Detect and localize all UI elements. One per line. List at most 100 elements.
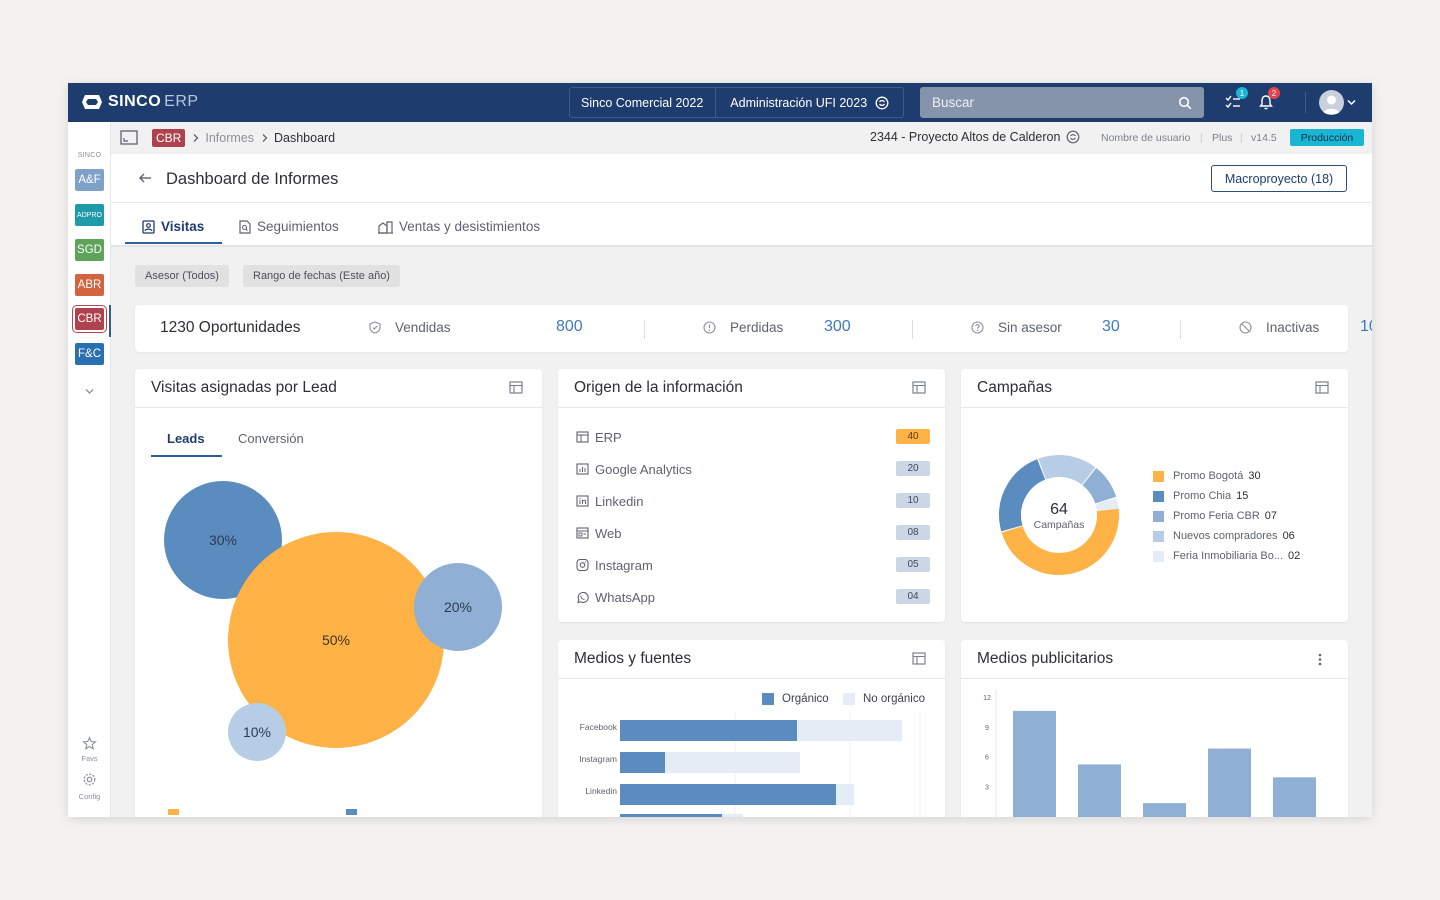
kpi-vendidas[interactable]: Vendidas xyxy=(369,320,451,335)
window-toggle-icon[interactable] xyxy=(120,130,138,145)
legend-item[interactable]: Promo Feria CBR 07 xyxy=(1153,509,1277,523)
bar-linkedin-1[interactable] xyxy=(836,784,854,805)
analytics-icon xyxy=(576,463,589,475)
origin-row-instagram[interactable]: Instagram 05 xyxy=(576,556,930,574)
legend-item[interactable]: Feria Inmobiliaria Bo... 02 xyxy=(1153,549,1300,563)
project-selector[interactable]: 2344 - Proyecto Altos de Calderon xyxy=(870,130,1080,144)
table-icon xyxy=(576,431,589,443)
user-name[interactable]: Nombre de usuario xyxy=(1101,132,1191,144)
sidebar-item-af[interactable]: A&F xyxy=(75,169,104,191)
sidebar-item-fc[interactable]: F&C xyxy=(75,343,104,365)
origin-label: Web xyxy=(595,525,622,541)
active-tab-indicator xyxy=(125,242,222,244)
kpi-perdidas[interactable]: Perdidas xyxy=(703,320,783,335)
star-icon[interactable] xyxy=(82,736,97,751)
bar-2[interactable] xyxy=(1143,803,1186,817)
legend-value: 06 xyxy=(1282,530,1295,542)
expand-modules-icon[interactable] xyxy=(85,388,94,395)
kpi-inactivas[interactable]: Inactivas xyxy=(1239,320,1319,335)
legend-item-organico[interactable]: Orgánico xyxy=(762,693,829,705)
bar-1[interactable] xyxy=(1078,764,1121,817)
sidebar-item-cbr[interactable]: CBR xyxy=(72,305,107,333)
avatar[interactable] xyxy=(1319,90,1344,115)
bar-instagram-1[interactable] xyxy=(665,752,800,773)
header-divider xyxy=(111,202,1372,203)
breadcrumb-module[interactable]: CBR xyxy=(152,129,186,147)
notifications-button[interactable]: 2 xyxy=(1259,87,1280,115)
gear-icon[interactable] xyxy=(82,772,97,787)
bar-linkedin-0[interactable] xyxy=(620,784,836,805)
chevron-down-icon[interactable] xyxy=(1347,99,1356,106)
legend-item-no-organico[interactable]: No orgánico xyxy=(843,693,925,705)
origin-row-web[interactable]: Web 08 xyxy=(576,524,930,542)
tab-visitas[interactable]: Visitas xyxy=(142,208,204,245)
origin-row-linkedin[interactable]: Linkedin 10 xyxy=(576,492,930,510)
back-arrow-icon[interactable] xyxy=(138,171,152,185)
sidebar-item-adpro[interactable]: ADPRO xyxy=(75,204,104,226)
sidebar-item-abr[interactable]: ABR xyxy=(75,274,104,296)
switch-icon[interactable] xyxy=(875,96,889,110)
table-view-icon[interactable] xyxy=(912,652,926,665)
y-tick-label: 6 xyxy=(985,755,989,762)
kpi-value: 30 xyxy=(1102,318,1120,335)
legend-label: Promo Bogotá xyxy=(1173,470,1244,482)
bubble-20[interactable] xyxy=(414,563,502,651)
bar-instagram-0[interactable] xyxy=(620,752,665,773)
origin-row-erp[interactable]: ERP 40 xyxy=(576,428,930,446)
origin-row-google-analytics[interactable]: Google Analytics 20 xyxy=(576,460,930,478)
plan-label: Plus xyxy=(1212,132,1233,144)
table-view-icon[interactable] xyxy=(912,381,926,394)
table-view-icon[interactable] xyxy=(1315,381,1329,394)
tab-label: Seguimientos xyxy=(257,219,339,234)
donut-slice-promo-bogota[interactable] xyxy=(999,455,1119,575)
admin-selector[interactable]: Administración UFI 2023 xyxy=(716,96,889,110)
bar-facebook-1[interactable] xyxy=(797,720,902,741)
logo[interactable]: SINCO ERP xyxy=(81,93,199,111)
legend-swatch xyxy=(346,809,357,815)
table-view-icon[interactable] xyxy=(509,381,523,394)
campanas-card: Campañas 64 Campañas Promo Bogotá 30 Prom… xyxy=(961,369,1348,622)
chevron-right-icon xyxy=(262,134,268,142)
user-icon xyxy=(1323,95,1340,114)
admin-name: Administración UFI 2023 xyxy=(730,95,868,110)
meta-divider: | xyxy=(1240,132,1243,144)
macroproyecto-button[interactable]: Macroproyecto (18) xyxy=(1211,165,1347,192)
tab-seguimientos[interactable]: Seguimientos xyxy=(239,208,339,245)
more-options-icon[interactable] xyxy=(1318,653,1322,666)
origin-row-whatsapp[interactable]: WhatsApp 04 xyxy=(576,588,930,606)
bubble-10[interactable] xyxy=(228,703,286,761)
search-icon[interactable] xyxy=(1178,96,1192,110)
card-header: Campañas xyxy=(961,369,1348,408)
bar-4[interactable] xyxy=(1273,777,1316,817)
donut-slice-nuevos[interactable] xyxy=(999,455,1119,575)
legend-item[interactable]: Promo Chia 15 xyxy=(1153,489,1248,503)
company-selector[interactable]: Sinco Comercial 2022 Administración UFI … xyxy=(569,87,904,118)
bubble-50[interactable] xyxy=(228,532,444,748)
bar-3[interactable] xyxy=(1208,748,1251,817)
search-input[interactable] xyxy=(932,95,1178,110)
switch-project-icon[interactable] xyxy=(1066,130,1080,144)
bubble-30[interactable] xyxy=(164,481,282,599)
subtab-conversion[interactable]: Conversión xyxy=(238,431,304,446)
tasks-button[interactable]: 1 xyxy=(1225,87,1248,115)
legend-label: Nuevos compradores xyxy=(1173,530,1278,542)
breadcrumb-item-informes[interactable]: Informes xyxy=(190,131,254,145)
bar-facebook-0[interactable] xyxy=(620,720,797,741)
company-name[interactable]: Sinco Comercial 2022 xyxy=(570,88,717,117)
buildings-icon xyxy=(378,220,393,234)
config-label[interactable]: Config xyxy=(78,792,101,801)
donut-slice-promo-chia[interactable] xyxy=(999,455,1119,575)
shield-check-icon xyxy=(369,321,381,334)
search-box[interactable] xyxy=(920,87,1204,118)
filter-fechas[interactable]: Rango de fechas (Este año) xyxy=(243,265,400,287)
favs-label[interactable]: Favs xyxy=(81,754,98,763)
legend-swatch xyxy=(1153,490,1164,502)
kpi-sin-asesor[interactable]: Sin asesor xyxy=(971,320,1062,335)
sidebar-item-sgd[interactable]: SGD xyxy=(75,239,104,261)
tab-ventas[interactable]: Ventas y desistimientos xyxy=(378,208,540,245)
legend-item[interactable]: Promo Bogotá 30 xyxy=(1153,469,1261,483)
bar-0[interactable] xyxy=(1013,710,1056,817)
legend-item[interactable]: Nuevos compradores 06 xyxy=(1153,529,1295,543)
filter-asesor[interactable]: Asesor (Todos) xyxy=(135,265,229,287)
subtab-leads[interactable]: Leads xyxy=(167,431,205,446)
